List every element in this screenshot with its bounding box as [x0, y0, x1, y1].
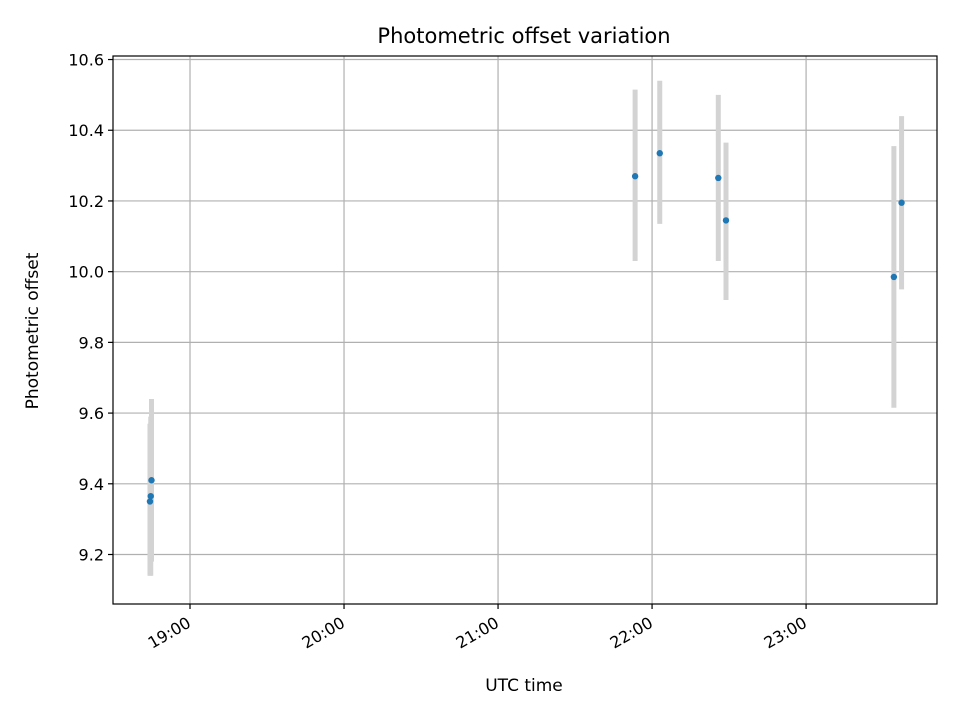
data-point: [148, 477, 155, 484]
data-point: [656, 150, 663, 157]
data-point: [146, 498, 154, 505]
data-point: [631, 173, 639, 180]
x-axis-label: UTC time: [485, 676, 563, 696]
data-point: [722, 217, 730, 224]
data-point: [890, 273, 898, 281]
chart-title: Photometric offset variation: [377, 24, 670, 48]
grid: [113, 56, 937, 604]
data-points: [146, 150, 905, 505]
y-tick-label: 10.6: [68, 51, 104, 70]
y-tick-label: 9.6: [79, 404, 104, 423]
y-tick-label: 10.2: [68, 192, 104, 211]
data-point: [898, 199, 905, 206]
plot-frame: [112, 55, 938, 605]
data-point: [715, 174, 722, 182]
y-tick-label: 10.4: [68, 121, 104, 140]
y-tick-label: 10.0: [68, 263, 104, 282]
y-axis-ticks: 9.2 9.4 9.6 9.8 10.0 10.2 10.4 10.6: [68, 51, 113, 565]
data-point: [147, 492, 154, 500]
y-axis-label: Photometric offset: [23, 252, 43, 409]
y-tick-label: 9.4: [79, 475, 104, 494]
y-tick-label: 9.8: [79, 333, 104, 352]
y-tick-label: 9.2: [79, 546, 104, 565]
